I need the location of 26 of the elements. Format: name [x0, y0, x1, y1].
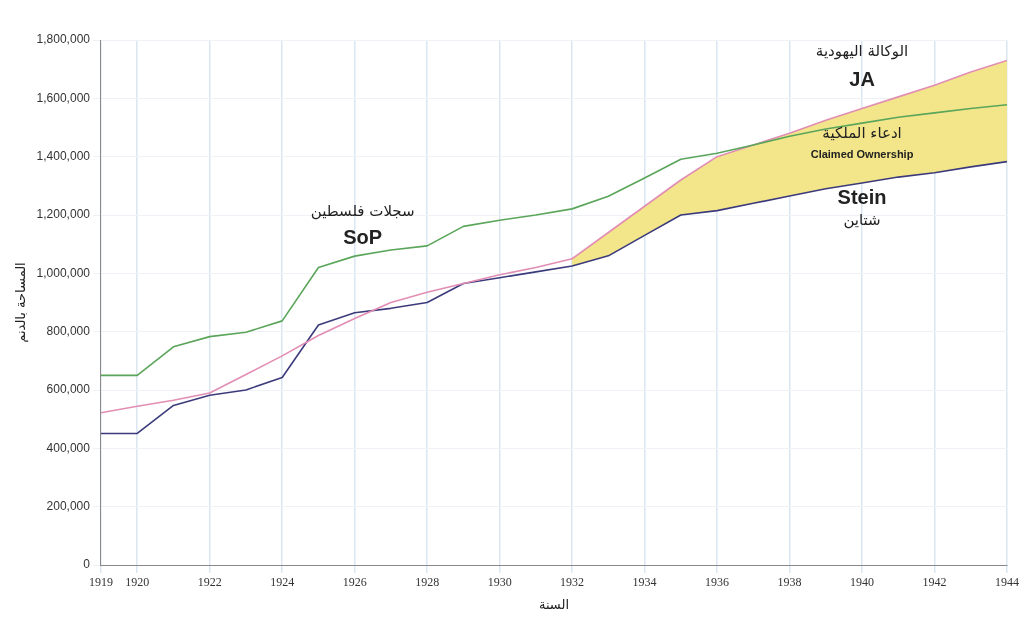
x-axis-title: السنة	[538, 596, 570, 612]
x-tick-label: 1940	[850, 575, 875, 590]
y-tick-label: 400,000	[46, 440, 91, 455]
x-tick-label: 1936	[705, 575, 730, 590]
y-tick-label: 1,400,000	[36, 148, 91, 163]
x-tick-label: 1932	[560, 575, 585, 590]
x-tick-label: 1920	[125, 575, 150, 590]
x-tick-label: 1924	[270, 575, 295, 590]
y-tick-label: 800,000	[46, 323, 91, 338]
x-tick-label: 1930	[487, 575, 512, 590]
x-tick-label: 1926	[342, 575, 367, 590]
y-tick-label: 1,200,000	[36, 207, 91, 222]
x-tick-label: 1944	[995, 575, 1019, 590]
x-tick-label: 1919	[88, 575, 113, 590]
y-tick-label: 0	[83, 557, 91, 572]
y-tick-label: 200,000	[46, 498, 91, 513]
x-tick-label: 1922	[197, 575, 222, 590]
y-tick-label: 1,600,000	[36, 90, 91, 105]
y-tick-label: 600,000	[46, 382, 91, 397]
x-tick-label: 1928	[415, 575, 440, 590]
y-tick-label: 1,000,000	[36, 265, 91, 280]
y-tick-label: 1,800,000	[36, 32, 91, 47]
x-tick-label: 1942	[922, 575, 947, 590]
x-tick-label: 1938	[777, 575, 802, 590]
y-axis-title: المساحة بالدنم	[13, 262, 30, 343]
x-tick-label: 1934	[632, 575, 657, 590]
